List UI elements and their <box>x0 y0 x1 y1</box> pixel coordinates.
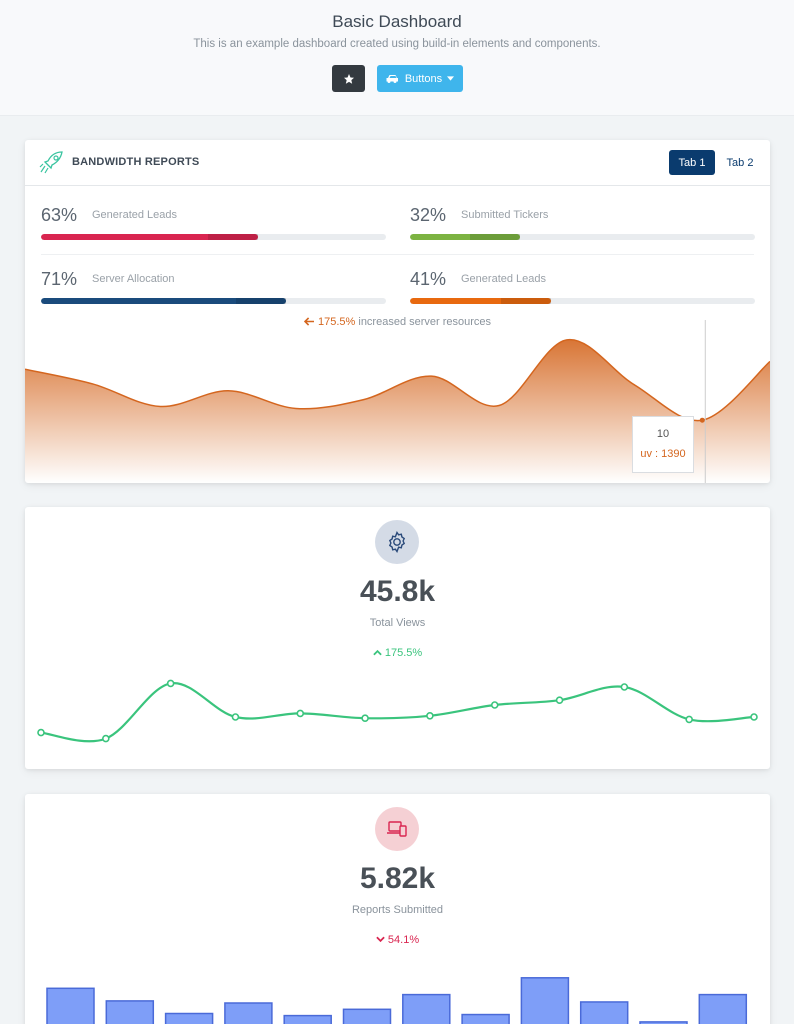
progress-label: Generated Leads <box>461 273 547 285</box>
increase-note: 175.5% increased server resources <box>25 316 770 328</box>
report-bar <box>283 1014 332 1024</box>
gear-icon <box>388 531 406 553</box>
area-line <box>25 339 770 422</box>
line-chart[interactable] <box>25 667 770 769</box>
views-point <box>166 679 175 688</box>
views-point <box>750 713 758 721</box>
progress-generated-leads: 63% Generated Leads <box>41 205 386 245</box>
views-icon-wrap <box>375 520 419 564</box>
views-point <box>490 701 499 709</box>
report-bar <box>402 993 451 1024</box>
progress-fill <box>410 234 521 240</box>
buttons-dropdown[interactable]: Buttons <box>377 65 463 92</box>
tooltip-value: uv : 1390 <box>640 448 686 460</box>
progress-submitted-tickers: 32% Submitted Tickers <box>410 205 755 245</box>
views-point <box>685 715 693 724</box>
report-bar <box>461 1013 510 1024</box>
caret-down-icon <box>447 76 455 81</box>
progress-fill <box>41 298 286 304</box>
chart-tooltip: 10 uv : 1390 <box>632 416 694 473</box>
report-bar <box>224 1002 273 1024</box>
views-line <box>40 682 755 743</box>
views-point <box>102 734 110 743</box>
report-bar <box>342 1008 392 1024</box>
tab-2[interactable]: Tab 2 <box>726 156 754 169</box>
total-views-label: Total Views <box>369 617 426 629</box>
views-point <box>296 709 305 718</box>
reports-icon-wrap <box>375 807 419 851</box>
progress-percent: 41% <box>410 269 447 289</box>
bandwidth-card: BANDWIDTH REPORTS Tab 1 Tab 2 63% Genera… <box>25 140 770 483</box>
progress-track <box>41 234 386 240</box>
report-bar <box>46 987 95 1024</box>
progress-label: Submitted Tickers <box>461 209 549 221</box>
rocket-icon <box>39 151 63 174</box>
area-fill <box>25 339 770 483</box>
reports-card: 5.82k Reports Submitted 54.1% <box>25 794 770 1024</box>
views-card: 45.8k Total Views 175.5% <box>25 507 770 769</box>
report-bar <box>639 1021 688 1024</box>
total-views-value: 45.8k <box>359 575 436 608</box>
views-point <box>426 711 434 720</box>
views-delta-value: 175.5% <box>384 647 423 659</box>
page-header: Basic Dashboard This is an example dashb… <box>0 0 794 116</box>
reports-delta: 54.1% <box>25 934 770 946</box>
star-button[interactable] <box>332 65 365 92</box>
report-bar <box>579 1001 629 1024</box>
tab-1[interactable]: Tab 1 <box>669 150 715 175</box>
reports-value: 5.82k <box>359 862 436 895</box>
views-point <box>231 713 240 721</box>
area-chart[interactable] <box>25 320 770 483</box>
devices-icon <box>387 821 407 837</box>
reports-delta-value: 54.1% <box>387 934 420 946</box>
progress-percent: 32% <box>410 205 447 225</box>
page-title: Basic Dashboard <box>332 12 462 31</box>
report-bar <box>698 993 748 1024</box>
progress-track <box>410 298 755 304</box>
bar-chart[interactable] <box>25 964 770 1024</box>
progress-generated-leads-2: 41% Generated Leads <box>410 269 755 309</box>
progress-percent: 71% <box>41 269 78 289</box>
chevron-up-icon <box>373 649 382 656</box>
views-delta: 175.5% <box>25 647 770 659</box>
card-header: BANDWIDTH REPORTS Tab 1 Tab 2 <box>25 140 770 186</box>
card-title: BANDWIDTH REPORTS <box>72 156 200 168</box>
progress-percent: 63% <box>41 205 78 225</box>
car-icon <box>386 75 398 83</box>
views-point <box>555 696 564 705</box>
report-bar <box>520 977 570 1024</box>
progress-fill <box>41 234 259 240</box>
views-point <box>620 683 629 691</box>
report-bar <box>105 1000 155 1024</box>
progress-track <box>41 298 386 304</box>
increase-text: increased server resources <box>355 316 492 328</box>
active-point <box>699 417 705 423</box>
chevron-down-icon <box>376 936 385 943</box>
page-subtitle: This is an example dashboard created usi… <box>193 38 601 50</box>
buttons-label: Buttons <box>404 72 443 85</box>
star-icon <box>343 73 354 84</box>
divider <box>41 254 754 255</box>
reports-label: Reports Submitted <box>351 904 444 916</box>
arrow-left-icon <box>303 317 314 326</box>
progress-label: Server Allocation <box>92 273 175 285</box>
views-point <box>361 714 369 723</box>
tooltip-label: 10 <box>656 428 670 440</box>
progress-server-allocation: 71% Server Allocation <box>41 269 386 309</box>
progress-track <box>410 234 755 240</box>
increase-value: 175.5% <box>318 316 356 328</box>
report-bar <box>164 1012 214 1024</box>
views-point <box>37 728 45 737</box>
progress-fill <box>410 298 552 304</box>
progress-label: Generated Leads <box>92 209 178 221</box>
